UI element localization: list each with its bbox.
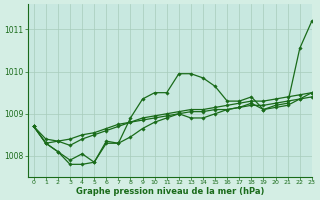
X-axis label: Graphe pression niveau de la mer (hPa): Graphe pression niveau de la mer (hPa) [76, 187, 264, 196]
